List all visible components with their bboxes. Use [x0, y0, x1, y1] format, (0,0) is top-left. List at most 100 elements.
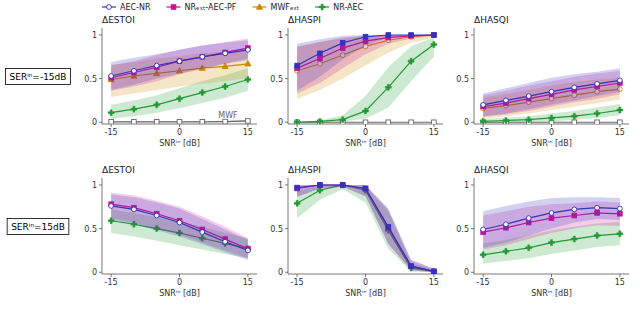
y-tick-label: 0: [464, 118, 469, 127]
x-tick-label: 15: [243, 278, 253, 287]
band: [483, 68, 620, 116]
panel: ΔESTOI-1501500.51SNRⁱⁿ [dB]SERⁱⁿ=15dB: [7, 165, 257, 298]
line: [297, 185, 434, 271]
title: ΔHASQI: [474, 15, 509, 25]
line: [111, 50, 248, 76]
point: [549, 89, 554, 94]
band: [297, 35, 434, 91]
point: [526, 117, 532, 123]
point: [526, 94, 531, 99]
x-tick-label: -15: [291, 278, 304, 287]
band: [297, 35, 434, 99]
point: [295, 120, 300, 124]
point: [386, 33, 391, 38]
band: [111, 38, 248, 90]
x-tick: [111, 274, 112, 277]
y-tick-label: 0.5: [84, 75, 97, 84]
plot-area: [294, 33, 437, 124]
point: [318, 51, 323, 56]
band: [483, 197, 620, 248]
point: [132, 68, 137, 73]
title: ΔHASPI: [288, 165, 321, 175]
row-label: SERⁱⁿ=-15dB: [6, 69, 71, 85]
legend-label: MWFₑₓₜ: [270, 3, 299, 12]
point: [200, 230, 205, 235]
point: [571, 236, 577, 242]
y-tick-label: 0: [464, 268, 469, 277]
line: [111, 206, 248, 251]
point: [222, 83, 228, 89]
y-axis: [288, 178, 289, 274]
point: [200, 55, 205, 60]
x-tick-label: -15: [105, 278, 118, 287]
point: [200, 54, 205, 59]
point: [408, 58, 414, 64]
point: [594, 111, 600, 117]
y-tick-label: 0.5: [456, 225, 469, 234]
point: [572, 207, 577, 212]
y-tick-label: 0.5: [456, 75, 469, 84]
x-tick-label: 15: [429, 128, 439, 137]
point: [409, 34, 414, 39]
x-tick: [551, 274, 552, 277]
point: [595, 120, 600, 124]
point: [431, 42, 437, 48]
point: [132, 120, 137, 124]
y-tick: [285, 272, 288, 273]
panel: ΔESTOI-1501500.51SNRⁱⁿ [dB]MWFSERⁱⁿ=-15d…: [6, 15, 257, 148]
y-tick: [471, 228, 474, 229]
point: [177, 59, 182, 64]
point: [177, 59, 182, 64]
y-tick-label: 1: [464, 181, 469, 190]
x-tick-label: 0: [363, 278, 368, 287]
y-axis: [102, 178, 103, 274]
y-tick: [471, 34, 474, 35]
y-tick-label: 1: [278, 181, 283, 190]
legend-marker: [107, 5, 112, 10]
point: [572, 85, 577, 90]
y-tick: [285, 184, 288, 185]
point: [340, 183, 345, 188]
point: [549, 115, 555, 121]
line: [297, 185, 434, 271]
point: [617, 206, 622, 211]
point: [109, 74, 114, 79]
x-tick: [179, 274, 180, 277]
x-tick: [111, 124, 112, 127]
x-tick-label: 0: [177, 128, 182, 137]
x-tick: [483, 274, 484, 277]
y-tick: [285, 122, 288, 123]
point: [340, 41, 345, 46]
x-tick: [619, 274, 620, 277]
legend-marker: [256, 4, 262, 9]
row-label: SERⁱⁿ=15dB: [7, 219, 69, 235]
y-tick: [99, 228, 102, 229]
legend-label: NR-AEC: [333, 3, 363, 12]
point: [594, 233, 600, 239]
point: [363, 186, 368, 191]
point: [431, 33, 436, 38]
legend-item: MWFₑₓₜ: [252, 3, 299, 12]
legend-label: NRₑₓₜ-AEC-PF: [185, 3, 237, 12]
point: [109, 204, 114, 209]
point: [245, 248, 250, 253]
title: ΔESTOI: [102, 165, 135, 175]
point: [318, 183, 323, 188]
band: [111, 195, 248, 260]
y-tick: [285, 34, 288, 35]
x-tick-label: 15: [615, 128, 625, 137]
point: [617, 231, 623, 237]
point: [223, 119, 228, 124]
point: [409, 264, 414, 269]
point: [504, 222, 509, 227]
point: [295, 186, 300, 191]
point: [108, 110, 114, 116]
point: [480, 252, 486, 258]
x-tick: [433, 274, 434, 277]
legend-marker: [319, 4, 325, 10]
y-tick: [99, 34, 102, 35]
x-tick: [483, 124, 484, 127]
y-tick: [471, 78, 474, 79]
annotation: MWF: [218, 111, 238, 120]
point: [595, 205, 600, 210]
